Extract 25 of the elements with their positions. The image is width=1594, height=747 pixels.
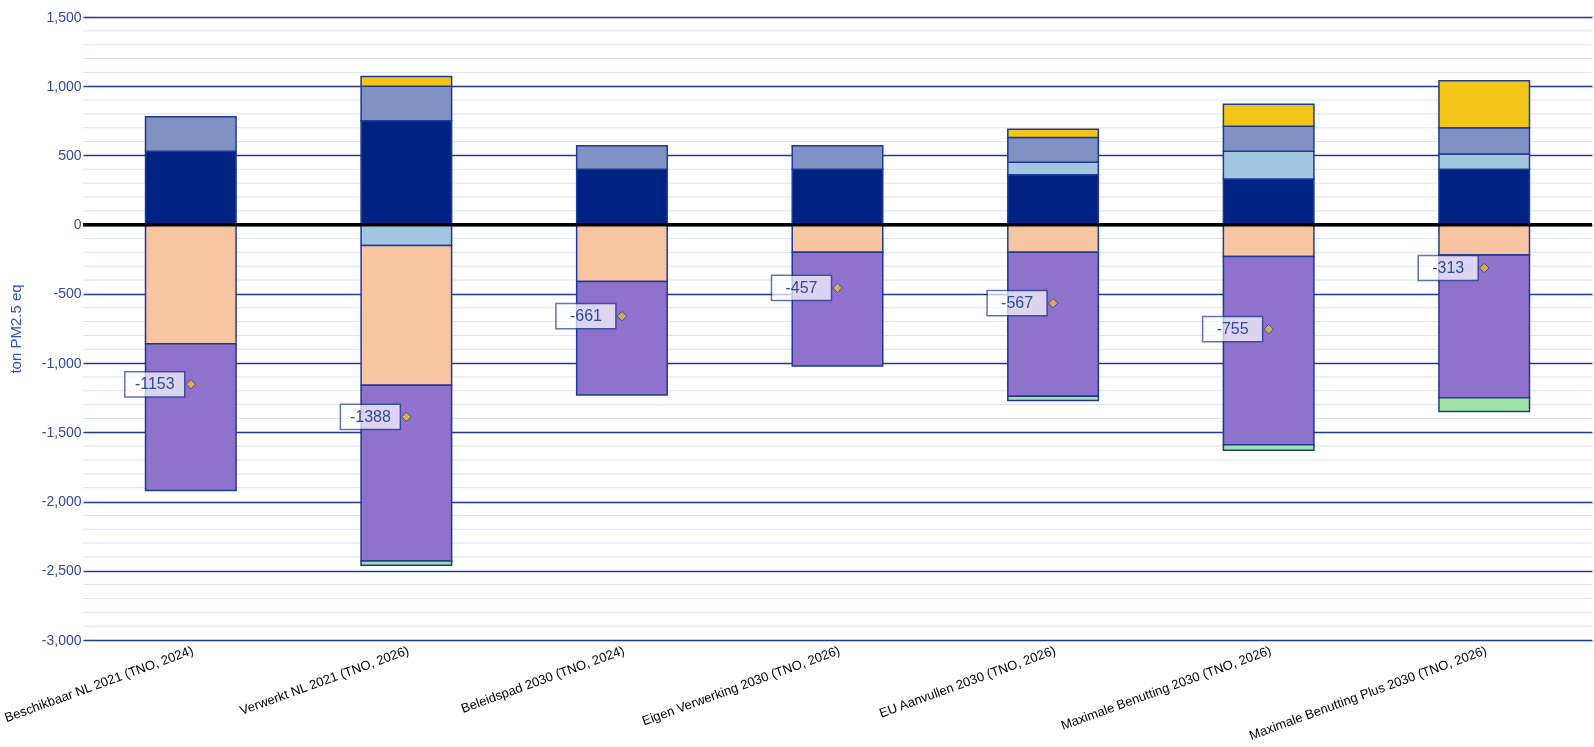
data-label: -313 [1432,259,1465,276]
y-tick-label: -1,500 [41,423,82,440]
y-tick-label: -1,000 [41,354,82,371]
data-label: -457 [785,278,818,296]
y-tick-label: -3,000 [41,631,82,648]
point [1263,323,1274,335]
data-label: -661 [569,307,603,325]
data-label: -1153 [134,375,175,393]
point [1047,297,1059,309]
data-label: -567 [1001,294,1034,312]
y-tick-label: 500 [58,146,82,163]
point [401,411,412,423]
y-tick-label: 0 [73,216,82,233]
y-tick-label: -500 [53,285,82,302]
y-tick-label: -2,500 [41,562,82,579]
point [832,282,843,294]
y-tick-label: -2,000 [41,493,82,510]
y-axis-title: ton PM2.5 eq [6,284,24,374]
point [616,310,628,322]
y-tick-label: 1,500 [46,8,82,25]
y-tick-label: 1,000 [46,77,82,94]
point [1478,262,1490,274]
data-label: -755 [1216,320,1249,338]
point [185,379,197,390]
data-label: -1388 [349,407,391,425]
